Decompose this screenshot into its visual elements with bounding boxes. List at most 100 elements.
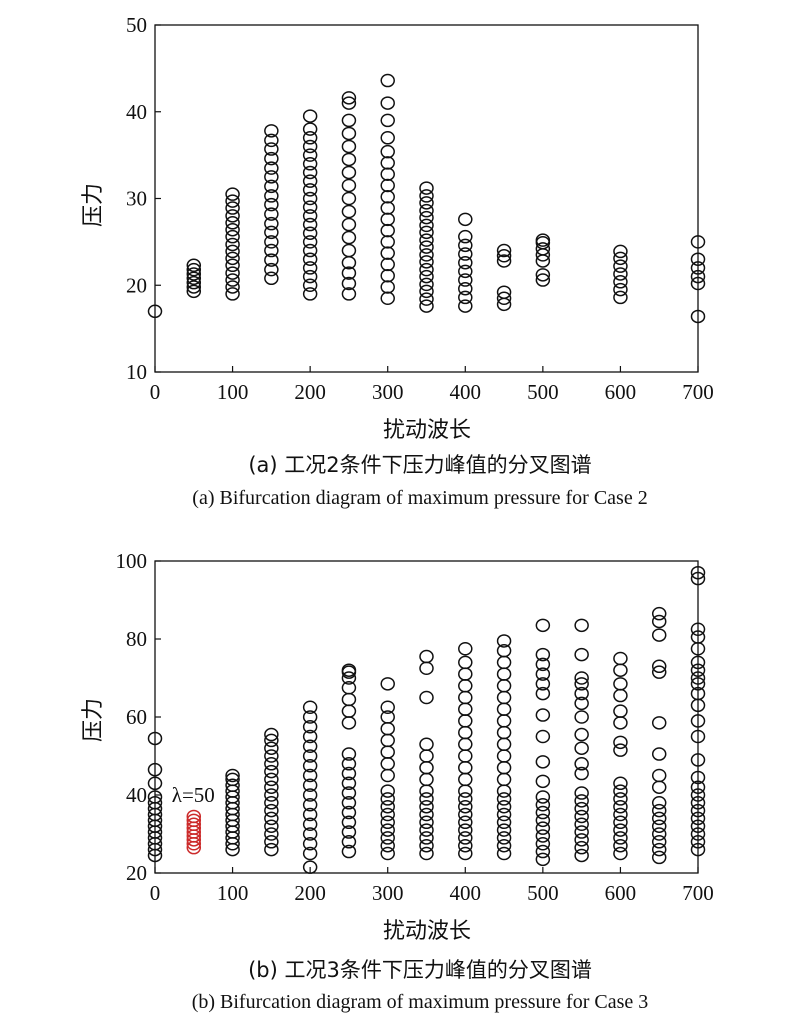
chart-b-ticks: 0 100 200 300 400 500 600 700 20 40 60 80 100 xyxy=(116,549,714,905)
chart-b-data-point xyxy=(419,792,434,806)
chart-b-data-point xyxy=(613,807,628,822)
chart-b-data-point xyxy=(458,667,473,681)
chart-b-data-point xyxy=(302,710,318,724)
chart-b-data-point xyxy=(458,807,473,822)
chart-b-data-point xyxy=(302,817,318,831)
chart-b-data-point xyxy=(613,716,628,730)
chart-b-data-point xyxy=(264,780,279,794)
chart-b-data-point xyxy=(496,679,512,693)
chart-a-data-point xyxy=(302,109,318,123)
chart-b-data-point xyxy=(613,735,628,750)
chart-a-data-point xyxy=(186,275,202,290)
chart-a-data-point xyxy=(341,96,357,110)
chart-b-data-point xyxy=(690,714,706,728)
chart-b-data-point xyxy=(535,821,551,835)
chart-a-data-point xyxy=(225,251,240,266)
chart-b-data-point xyxy=(264,764,279,779)
chart-b-data-point xyxy=(380,792,395,806)
chart-a-x-tick-label: 200 xyxy=(294,380,326,404)
chart-b-data-point xyxy=(264,741,279,755)
chart-a-data-point xyxy=(341,276,357,291)
chart-a-data-point xyxy=(613,275,628,289)
chart-b-data-point xyxy=(264,842,279,857)
chart-b-data-point xyxy=(341,815,357,830)
chart-b-data-point xyxy=(574,710,589,724)
chart-b-data-point xyxy=(264,803,279,818)
chart-a-data-point xyxy=(264,170,279,184)
chart-a-data-point xyxy=(264,124,279,138)
chart-a-data-point xyxy=(264,271,279,286)
chart-b-data-point xyxy=(458,760,473,775)
chart-b-highlight-point xyxy=(186,813,202,828)
chart-a-data-point xyxy=(264,253,279,267)
chart-b-x-tick-label: 200 xyxy=(294,881,326,905)
chart-b-data-point xyxy=(341,663,357,677)
chart-b-data-point xyxy=(496,831,512,845)
chart-a-data-point xyxy=(225,194,240,208)
chart-a-data-point xyxy=(458,299,473,313)
chart-a-data-point xyxy=(264,262,279,277)
chart-b-data-point xyxy=(574,696,589,711)
chart-b-data-point xyxy=(496,725,512,740)
chart-b-data-point xyxy=(651,747,667,761)
chart-a-data-point xyxy=(225,209,240,223)
chart-a-data-point xyxy=(419,240,434,254)
chart-b-y-tick-label: 40 xyxy=(126,783,147,807)
chart-a-x-tick-label: 100 xyxy=(217,380,249,404)
chart-b-data-point xyxy=(690,770,706,785)
chart-a-data-point xyxy=(225,273,240,287)
chart-a-data-point xyxy=(419,233,434,247)
chart-b-data-point xyxy=(380,807,395,822)
chart-a-data-point xyxy=(613,290,628,305)
chart-b-data-point xyxy=(458,823,473,837)
chart-a-data-point xyxy=(302,209,318,223)
chart-b-data-point xyxy=(535,667,551,681)
chart-b-data-point xyxy=(302,798,318,812)
chart-a-data-point xyxy=(419,284,434,299)
chart-b-data-point xyxy=(613,743,628,757)
chart-a-data-point xyxy=(264,179,279,194)
chart-b-data-point xyxy=(535,844,551,859)
chart-a-x-tick-label: 600 xyxy=(605,380,637,404)
chart-a-data-point xyxy=(419,277,434,292)
chart-b-data-point xyxy=(690,663,706,677)
chart-b-data-point xyxy=(535,686,551,701)
chart-b-data-point xyxy=(690,811,706,826)
chart-a-data-point xyxy=(535,242,551,256)
chart-a-data-point xyxy=(458,290,473,305)
chart-b-data-point xyxy=(147,776,163,791)
chart-a-y-tick-label: 30 xyxy=(126,187,147,211)
chart-b-y-tick-label: 60 xyxy=(126,705,147,729)
chart-b-data-point xyxy=(690,788,706,802)
chart-a-data-point xyxy=(186,262,202,277)
chart-b-data-point xyxy=(341,716,357,730)
chart-b-data-point xyxy=(690,835,706,849)
chart-b-data-point xyxy=(458,690,473,705)
chart-a-x-tick-label: 500 xyxy=(527,380,559,404)
chart-a-data-point xyxy=(186,267,202,281)
chart-b-data-point xyxy=(651,659,667,674)
chart-b-data-point xyxy=(458,714,473,728)
chart-a-data-point xyxy=(341,191,357,206)
chart-b-data-point xyxy=(380,831,395,845)
chart-b-data-point xyxy=(380,823,395,837)
chart-b-highlight-point xyxy=(186,809,202,824)
chart-a-data-point xyxy=(380,178,395,193)
chart-b-data-point xyxy=(419,661,434,675)
chart-a-data-point xyxy=(341,178,357,193)
chart-b-data-point xyxy=(690,819,706,833)
chart-a-data-point xyxy=(264,151,279,166)
chart-a-data-point xyxy=(613,267,628,281)
chart-a-data-point xyxy=(380,201,395,215)
chart-b-data-point xyxy=(264,827,279,841)
chart-a-data-point xyxy=(264,197,279,212)
chart-a-data-point xyxy=(341,287,357,301)
chart-b-data-point xyxy=(613,688,628,703)
chart-a-x-tick-label: 300 xyxy=(372,380,404,404)
chart-a-data-point xyxy=(458,238,473,253)
chart-b-data-point xyxy=(225,768,240,783)
chart-b-data-point xyxy=(302,739,318,753)
chart-a-data-point xyxy=(341,230,357,245)
chart-b-data-point xyxy=(574,686,589,701)
